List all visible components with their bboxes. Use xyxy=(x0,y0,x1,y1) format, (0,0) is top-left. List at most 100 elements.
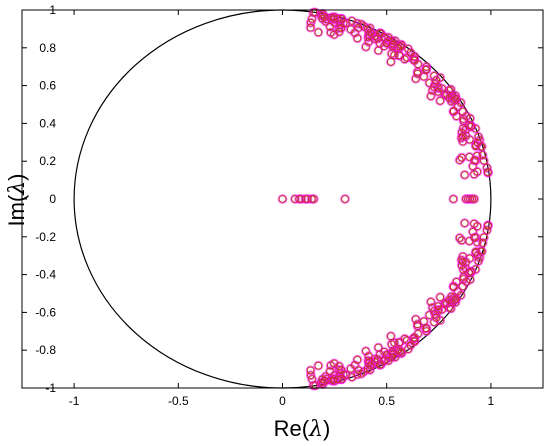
data-point xyxy=(448,194,459,204)
data-point xyxy=(352,33,363,44)
data-point xyxy=(383,355,394,366)
y-tick-label: 0.8 xyxy=(39,41,56,55)
data-point xyxy=(308,194,319,204)
data-point xyxy=(482,221,493,231)
data-point xyxy=(313,360,324,371)
data-point xyxy=(353,22,364,33)
data-point xyxy=(450,294,461,304)
data-point xyxy=(459,169,470,180)
y-tick-labels: -1 -0.8 -0.6 -0.4 -0.2 0 0.2 0.4 0.6 0.8 1 xyxy=(35,3,56,395)
data-point xyxy=(413,59,423,70)
data-point xyxy=(426,91,436,101)
x-tick-label: -1 xyxy=(69,394,80,408)
x-tick-labels: -1 -0.5 0 0.5 1 xyxy=(69,394,495,408)
data-point xyxy=(334,361,345,372)
data-point xyxy=(457,106,468,117)
data-point xyxy=(363,36,374,47)
data-point xyxy=(395,346,406,357)
data-point xyxy=(421,323,431,333)
x-tick-label: -0.5 xyxy=(168,394,189,408)
data-point xyxy=(457,131,468,142)
data-point xyxy=(477,237,488,248)
data-point xyxy=(473,256,484,267)
data-point xyxy=(325,21,335,32)
data-point xyxy=(305,365,316,376)
data-point xyxy=(305,22,316,33)
y-axis-label: Im(λ) xyxy=(4,173,30,226)
plot-background xyxy=(22,10,543,388)
y-tick-label: 0.4 xyxy=(39,116,56,130)
data-point xyxy=(465,113,476,124)
data-points-layer xyxy=(277,7,493,391)
data-point xyxy=(469,194,480,204)
data-point xyxy=(383,32,394,43)
data-point xyxy=(313,27,324,38)
data-point xyxy=(290,194,300,204)
data-point xyxy=(469,232,480,243)
data-point xyxy=(479,232,489,243)
data-point xyxy=(362,24,373,35)
data-point xyxy=(472,250,483,261)
data-point xyxy=(296,194,307,204)
x-tick-label: 0.5 xyxy=(378,394,395,408)
data-point xyxy=(325,366,335,377)
data-point xyxy=(399,333,410,344)
data-point xyxy=(332,13,343,24)
data-point xyxy=(457,281,468,292)
data-point xyxy=(362,363,373,374)
data-point xyxy=(473,131,484,142)
data-point xyxy=(450,94,461,104)
data-point xyxy=(395,41,406,52)
data-point xyxy=(469,155,480,166)
data-point xyxy=(469,169,480,180)
data-point xyxy=(421,65,431,75)
data-point xyxy=(413,328,423,339)
data-point xyxy=(469,218,480,229)
data-point xyxy=(302,194,313,204)
y-tick-label: -0.4 xyxy=(35,268,56,282)
data-point xyxy=(352,354,363,365)
data-point xyxy=(381,38,392,48)
y-tick-label: -0.8 xyxy=(35,343,56,357)
y-tick-label: 1 xyxy=(49,3,56,17)
data-point xyxy=(427,85,438,96)
data-point xyxy=(412,68,423,79)
y-tick-label: -0.2 xyxy=(35,230,56,244)
data-point xyxy=(459,218,470,229)
y-tick-label: 0.2 xyxy=(39,154,56,168)
data-point xyxy=(426,297,436,307)
y-tick-label: -0.6 xyxy=(35,305,56,319)
data-point xyxy=(317,374,328,385)
data-point xyxy=(334,26,345,37)
data-point xyxy=(456,235,467,246)
data-point xyxy=(427,302,438,313)
data-point xyxy=(431,75,442,86)
x-tick-label: 0 xyxy=(279,394,286,408)
data-point xyxy=(386,331,396,342)
data-point xyxy=(399,54,410,65)
x-axis-label: Re(λ) xyxy=(274,416,331,442)
data-point xyxy=(353,365,364,376)
y-tick-label: -1 xyxy=(45,381,56,395)
data-point xyxy=(465,274,476,285)
data-point xyxy=(412,319,423,330)
data-point xyxy=(482,167,493,177)
x-tick-label: 1 xyxy=(488,394,495,408)
data-point xyxy=(456,152,467,163)
data-point xyxy=(277,194,288,204)
data-point xyxy=(431,312,442,323)
y-tick-label: 0.6 xyxy=(39,79,56,93)
data-point xyxy=(340,194,350,204)
data-point xyxy=(381,350,392,360)
data-point xyxy=(317,13,328,24)
data-point xyxy=(457,256,468,267)
data-point xyxy=(386,56,396,67)
y-tick-label: 0 xyxy=(49,192,56,206)
data-point xyxy=(433,86,444,97)
data-point xyxy=(405,340,416,351)
data-point xyxy=(435,292,446,303)
data-point xyxy=(479,155,489,166)
data-point xyxy=(433,301,444,312)
data-point xyxy=(472,137,483,148)
